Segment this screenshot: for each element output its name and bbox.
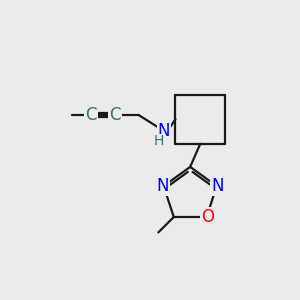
Text: N: N <box>158 122 170 140</box>
Text: O: O <box>201 208 214 226</box>
Text: H: H <box>153 134 164 148</box>
Text: N: N <box>157 177 169 195</box>
Text: C: C <box>109 106 121 124</box>
Text: C: C <box>85 106 97 124</box>
Text: N: N <box>211 177 224 195</box>
